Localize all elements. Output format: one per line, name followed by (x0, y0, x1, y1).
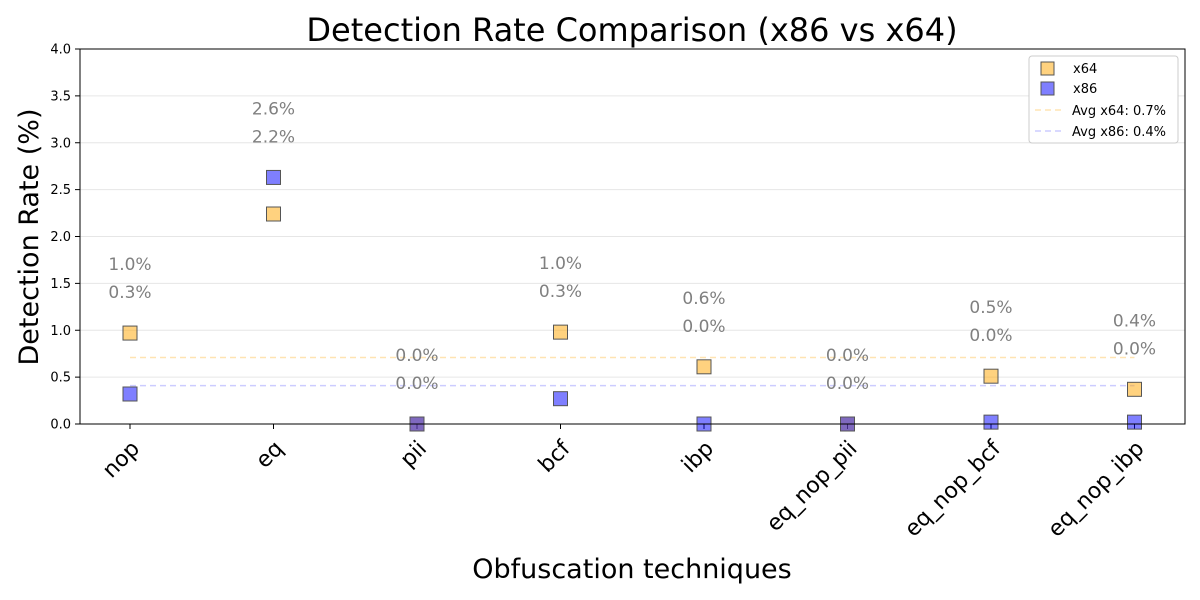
point-x86 (266, 169, 281, 185)
data-label-x86: 2.6% (252, 99, 295, 119)
y-tick-label: 3.0 (50, 136, 71, 151)
x-tick-label: eq_nop_ibp (1043, 436, 1149, 542)
data-label-x86: 0.4% (1113, 311, 1156, 331)
y-tick-label: 3.5 (50, 89, 71, 104)
x-tick-label: pii (396, 436, 432, 472)
legend-frame (1028, 55, 1179, 144)
point-x64 (696, 359, 712, 375)
data-label-x64: 0.0% (395, 374, 438, 394)
point-x64 (266, 206, 281, 222)
x-tick-label: eq_nop_bcf (900, 435, 1007, 542)
y-tick-label: 0.0 (50, 418, 71, 433)
data-label-x86: 0.0% (395, 346, 438, 366)
legend-label-x86: x86 (1073, 82, 1097, 97)
x-tick-label: bcf (534, 435, 576, 477)
point-x86 (122, 386, 138, 402)
legend-label-avg-x86: Avg x86: 0.4% (1072, 125, 1166, 140)
y-tick-label: 1.0 (50, 324, 71, 339)
legend-marker-x86 (1040, 81, 1055, 96)
chart-title: Detection Rate Comparison (x86 vs x64) (306, 11, 957, 49)
y-ticks: 0.0 0.5 1.0 1.5 2.0 2.5 3.0 3.5 4.0 (50, 43, 80, 433)
average-lines (130, 356, 1135, 387)
legend-label-avg-x64: Avg x64: 0.7% (1072, 104, 1166, 119)
x-tick-label: nop (98, 436, 145, 483)
point-x64 (983, 368, 999, 384)
data-label-x86: 0.0% (826, 346, 869, 366)
x-ticks: nop eq pii bcf ibp eq_nop_pii eq_nop_bcf eq_nop… (98, 424, 1149, 542)
legend-label-x64: x64 (1073, 62, 1097, 77)
point-x86 (983, 414, 999, 430)
data-label-x86: 0.6% (682, 289, 725, 309)
x-axis-label: Obfuscation techniques (472, 554, 791, 585)
legend-marker-x64 (1040, 61, 1055, 76)
data-points (122, 169, 1142, 432)
y-tick-label: 4.0 (50, 43, 71, 58)
point-x64 (122, 325, 138, 341)
grid (80, 95, 1185, 378)
y-tick-label: 1.5 (50, 277, 71, 292)
x-tick-label: eq_nop_pii (762, 436, 862, 536)
data-label-x64: 2.2% (252, 127, 295, 147)
y-tick-label: 2.0 (50, 230, 71, 245)
data-label-x64: 0.3% (108, 283, 151, 303)
point-x64 (553, 324, 568, 340)
point-x86 (1127, 414, 1142, 430)
point-x64 (1127, 381, 1142, 397)
data-label-x86: 1.0% (108, 255, 151, 275)
y-tick-label: 2.5 (50, 183, 71, 198)
data-label-x64: 0.0% (969, 326, 1012, 346)
data-label-x64: 0.0% (1113, 339, 1156, 359)
x-tick-label: ibp (677, 436, 719, 478)
data-labels: 1.0% 0.3% 2.6% 2.2% 0.0% 0.0% 1.0% 0.3% 0.6% 0.0%… (108, 99, 1156, 394)
point-x86 (553, 391, 568, 407)
y-tick-label: 0.5 (50, 371, 71, 386)
data-label-x64: 0.3% (539, 282, 582, 302)
data-label-x86: 0.5% (969, 298, 1012, 318)
data-label-x86: 1.0% (539, 254, 582, 274)
data-label-x64: 0.0% (826, 374, 869, 394)
data-label-x64: 0.0% (682, 317, 725, 337)
y-axis-label: Detection Rate (%) (14, 109, 45, 366)
legend: x64 x86 Avg x64: 0.7% Avg x86: 0.4% (1028, 55, 1179, 144)
plot-frame (79, 48, 1186, 425)
x-tick-label: eq (251, 436, 288, 473)
